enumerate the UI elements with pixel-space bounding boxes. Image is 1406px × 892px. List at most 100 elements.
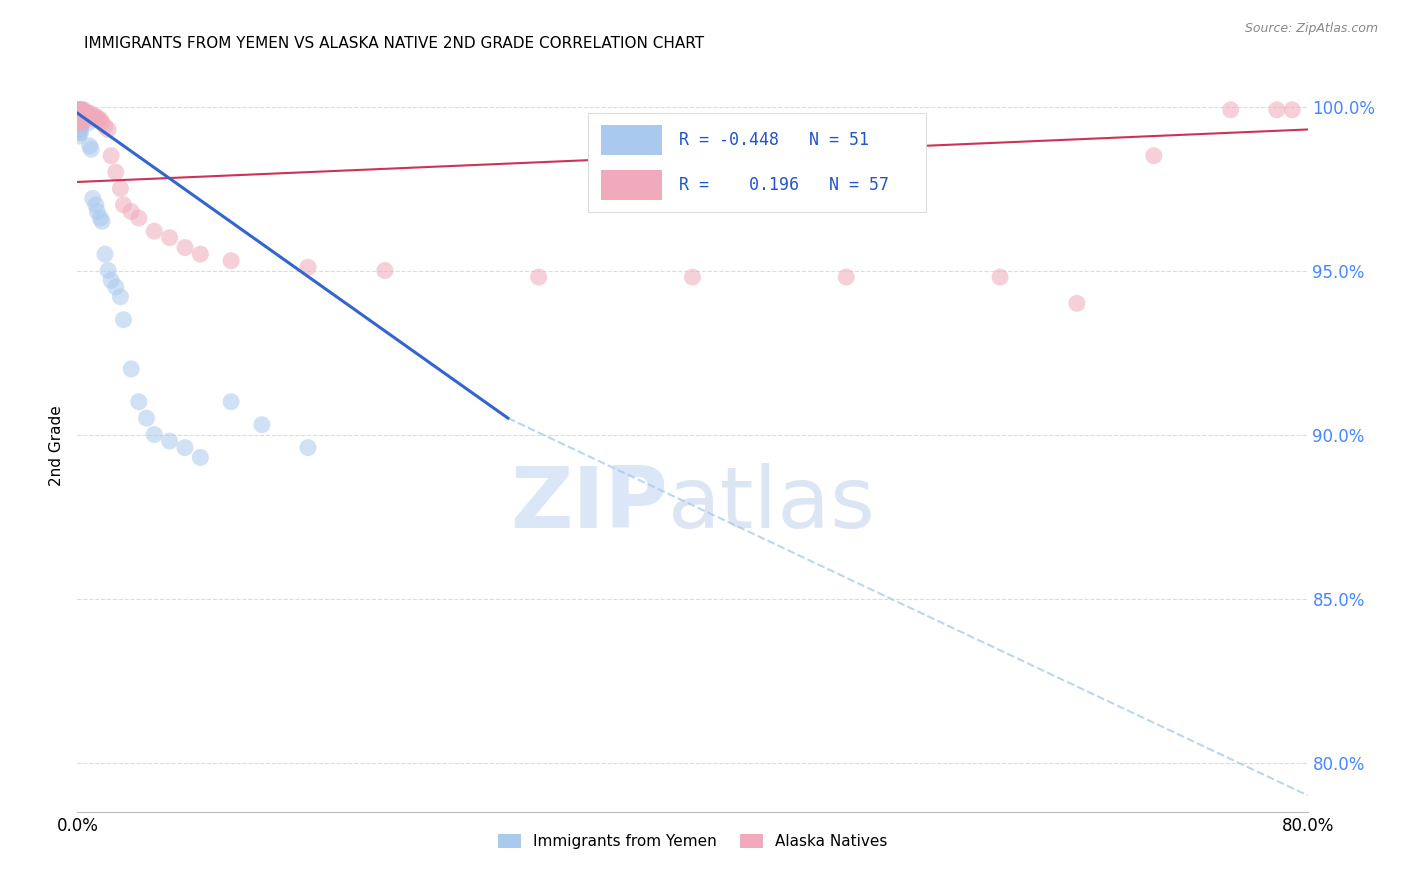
Point	[69, 116, 91, 130]
Point	[67, 112, 90, 127]
Point	[72, 106, 94, 120]
Point	[90, 214, 114, 228]
Point	[69, 109, 91, 123]
Point	[72, 109, 94, 123]
Point	[67, 109, 90, 123]
Point	[69, 106, 91, 120]
Point	[67, 103, 90, 117]
Point	[72, 109, 94, 123]
Point	[69, 109, 91, 123]
Point	[94, 247, 117, 261]
Point	[90, 116, 114, 130]
Point	[67, 122, 90, 136]
Point	[76, 109, 98, 123]
Point	[70, 116, 93, 130]
Point	[70, 106, 93, 120]
Point	[69, 119, 91, 133]
Point	[112, 312, 135, 326]
Point	[77, 109, 100, 123]
Point	[72, 103, 94, 117]
Point	[77, 106, 100, 120]
Point	[527, 270, 550, 285]
Point	[80, 142, 103, 156]
Point	[69, 122, 91, 136]
Point	[70, 109, 93, 123]
Point	[250, 417, 273, 432]
Point	[100, 149, 122, 163]
Point	[82, 109, 104, 123]
Point	[79, 106, 101, 120]
Point	[67, 129, 90, 144]
Point	[100, 273, 122, 287]
Point	[73, 109, 96, 123]
Point	[69, 106, 91, 120]
Point	[79, 139, 101, 153]
Legend: Immigrants from Yemen, Alaska Natives: Immigrants from Yemen, Alaska Natives	[492, 828, 893, 855]
Point	[70, 109, 93, 123]
Point	[297, 260, 319, 275]
Point	[80, 109, 103, 123]
Point	[76, 106, 98, 120]
Point	[67, 103, 90, 117]
Text: atlas: atlas	[668, 463, 876, 546]
Point	[159, 231, 181, 245]
Point	[72, 106, 94, 120]
Point	[89, 211, 111, 225]
Point	[110, 290, 132, 304]
Point	[97, 263, 120, 277]
Point	[374, 263, 396, 277]
Point	[86, 112, 108, 127]
Point	[120, 362, 142, 376]
Point	[67, 109, 90, 123]
Point	[70, 112, 93, 127]
Point	[835, 270, 858, 285]
Point	[159, 434, 181, 448]
Point	[70, 103, 93, 117]
Point	[1265, 103, 1288, 117]
Point	[73, 109, 96, 123]
Point	[110, 181, 132, 195]
Point	[988, 270, 1011, 285]
Point	[1143, 149, 1166, 163]
Point	[67, 116, 90, 130]
Point	[143, 427, 166, 442]
Point	[128, 394, 150, 409]
Point	[77, 116, 100, 130]
Point	[297, 441, 319, 455]
Point	[104, 280, 127, 294]
Point	[128, 211, 150, 225]
Point	[1281, 103, 1303, 117]
Point	[94, 119, 117, 133]
Point	[112, 198, 135, 212]
Point	[86, 204, 108, 219]
Point	[67, 112, 90, 127]
Point	[219, 253, 242, 268]
Text: Source: ZipAtlas.com: Source: ZipAtlas.com	[1244, 22, 1378, 36]
Point	[73, 106, 96, 120]
Point	[682, 270, 704, 285]
Point	[1219, 103, 1241, 117]
Point	[67, 126, 90, 140]
Point	[67, 103, 90, 117]
Point	[120, 204, 142, 219]
Text: IMMIGRANTS FROM YEMEN VS ALASKA NATIVE 2ND GRADE CORRELATION CHART: IMMIGRANTS FROM YEMEN VS ALASKA NATIVE 2…	[84, 36, 704, 51]
Point	[188, 247, 212, 261]
Point	[69, 112, 91, 127]
Point	[70, 112, 93, 127]
Point	[104, 165, 127, 179]
Point	[84, 109, 107, 123]
Point	[76, 112, 98, 127]
Point	[174, 241, 197, 255]
Point	[67, 103, 90, 117]
Point	[72, 112, 94, 127]
Y-axis label: 2nd Grade: 2nd Grade	[49, 406, 65, 486]
Point	[69, 126, 91, 140]
Point	[70, 106, 93, 120]
Point	[67, 106, 90, 120]
Point	[219, 394, 242, 409]
Point	[89, 112, 111, 127]
Point	[70, 103, 93, 117]
Point	[84, 198, 107, 212]
Text: ZIP: ZIP	[510, 463, 668, 546]
Point	[69, 112, 91, 127]
